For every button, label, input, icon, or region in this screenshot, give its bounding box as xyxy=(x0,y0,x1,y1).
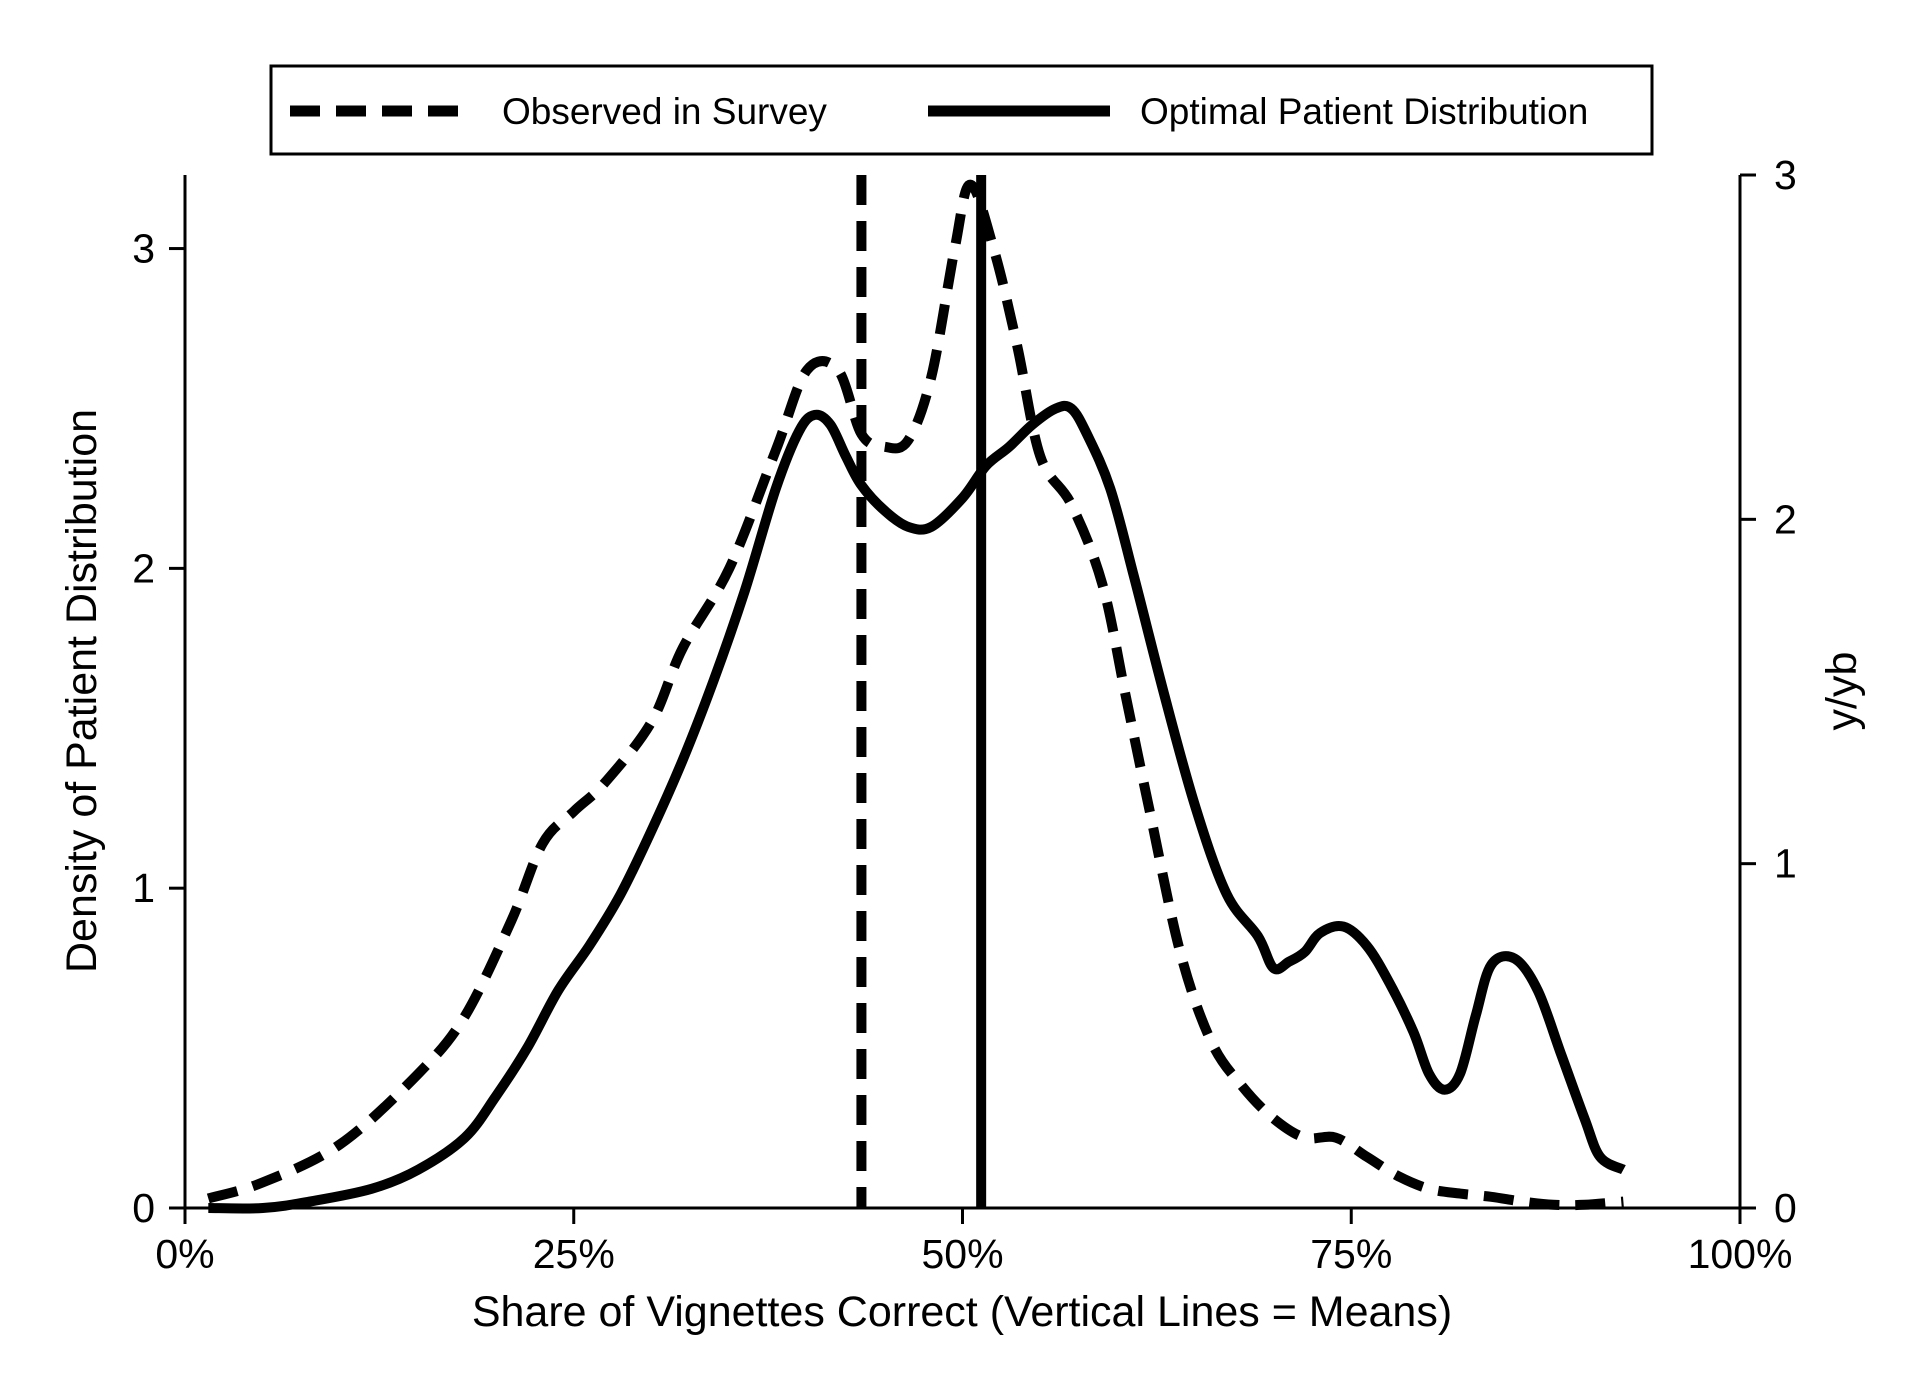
y-right-ticks: 0 1 2 3 xyxy=(1740,152,1797,1231)
x-tick-label: 25% xyxy=(533,1231,615,1277)
legend-label-optimal: Optimal Patient Distribution xyxy=(1140,91,1588,132)
x-ticks: 0% 25% 50% 75% 100% xyxy=(155,1208,1792,1277)
series-observed-line xyxy=(206,179,1624,1211)
y-right-axis-title: y/yb xyxy=(1818,652,1866,731)
mean-lines xyxy=(856,175,987,1208)
y-left-tick-label: 1 xyxy=(132,865,155,911)
y-left-ticks: 0 1 2 3 xyxy=(132,226,185,1231)
y-left-tick-label: 0 xyxy=(132,1185,155,1231)
y-left-tick-label: 3 xyxy=(132,226,155,272)
y-right-tick-label: 1 xyxy=(1774,841,1797,887)
y-left-axis-title: Density of Patient Distribution xyxy=(58,409,106,973)
legend-label-observed: Observed in Survey xyxy=(502,91,827,132)
series-layer xyxy=(206,179,1626,1214)
legend: Observed in Survey Optimal Patient Distr… xyxy=(269,64,1654,156)
y-right-tick-label: 0 xyxy=(1774,1185,1797,1231)
x-tick-label: 0% xyxy=(155,1231,214,1277)
series-optimal-line xyxy=(208,400,1626,1214)
x-tick-label: 50% xyxy=(921,1231,1003,1277)
y-right-tick-label: 3 xyxy=(1774,152,1797,198)
y-right-tick-label: 2 xyxy=(1774,496,1797,542)
x-tick-label: 100% xyxy=(1688,1231,1793,1277)
y-left-tick-label: 2 xyxy=(132,545,155,591)
x-tick-label: 75% xyxy=(1310,1231,1392,1277)
x-axis-title: Share of Vignettes Correct (Vertical Lin… xyxy=(472,1288,1452,1336)
